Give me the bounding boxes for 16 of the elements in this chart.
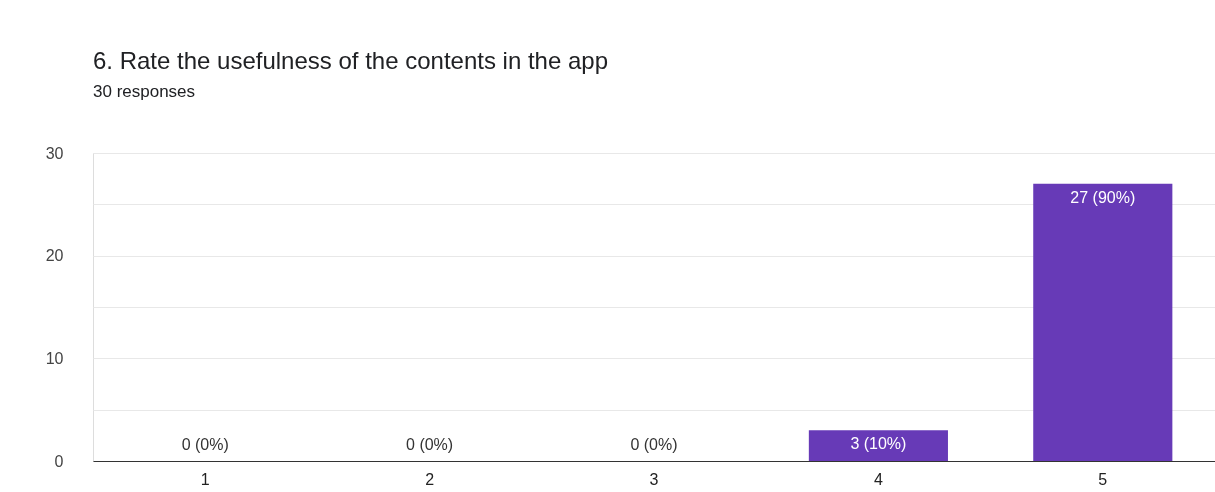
y-tick-label: 0 <box>54 452 64 470</box>
data-label: 0 (0%) <box>630 436 678 453</box>
data-label: 27 (90%) <box>1070 188 1136 206</box>
chart-title: 6. Rate the usefulness of the contents in the app <box>93 47 609 74</box>
y-tick-label: 10 <box>45 349 64 367</box>
x-tick-label: 1 <box>200 470 210 488</box>
x-tick-label: 3 <box>649 470 659 488</box>
x-tick-label: 5 <box>1098 470 1108 488</box>
x-tick-label: 2 <box>425 470 435 488</box>
data-label: 0 (0%) <box>406 436 454 453</box>
y-tick-label: 20 <box>45 247 64 265</box>
x-tick-label: 4 <box>873 470 883 488</box>
data-label: 0 (0%) <box>181 436 229 453</box>
data-label: 3 (10%) <box>850 435 907 453</box>
y-tick-label: 30 <box>45 144 64 162</box>
chart-subtitle: 30 responses <box>93 82 196 101</box>
